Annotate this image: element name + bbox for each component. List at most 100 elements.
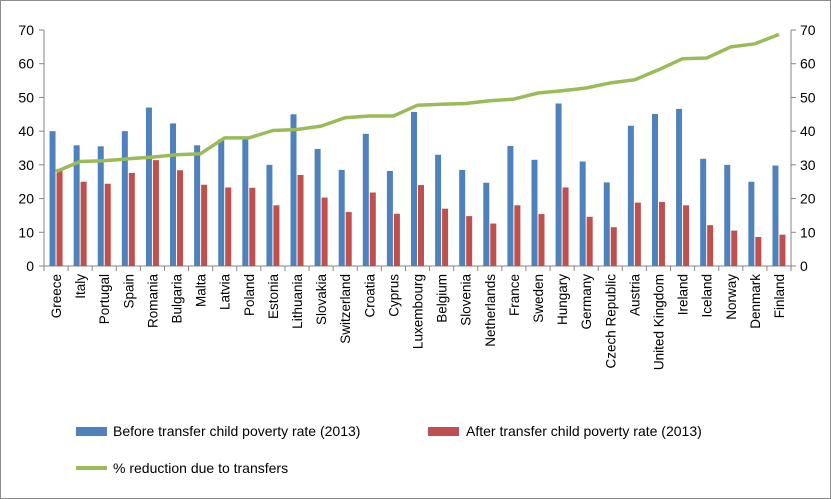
bar-before-transfer: [579, 161, 586, 266]
bar-after-transfer: [610, 227, 617, 266]
bar-before-transfer: [218, 139, 225, 266]
bar-after-transfer: [393, 213, 400, 266]
bar-after-transfer: [418, 185, 424, 266]
bar-after-transfer: [104, 183, 111, 266]
bar-after-transfer: [56, 168, 63, 266]
bar-before-transfer: [338, 169, 345, 266]
bar-after-transfer: [683, 205, 690, 266]
y-tick-label-right: 50: [800, 89, 816, 105]
bar-after-transfer: [562, 187, 569, 266]
category-label: Cyprus: [386, 274, 401, 317]
bar-before-transfer: [700, 158, 707, 266]
tick-labels: 0 0 10 10 20 20 30 30 40 40 50 50 60 60 70 70: [18, 22, 815, 274]
bar-before-transfer: [772, 165, 779, 266]
bar-after-transfer: [779, 234, 786, 266]
bar-after-transfer: [755, 237, 762, 266]
bar-after-transfer: [538, 214, 545, 266]
category-label: France: [507, 274, 522, 316]
bar-before-transfer: [266, 164, 273, 266]
category-label: Austria: [627, 274, 642, 317]
line-reduction-due-to-transfers: [55, 32, 780, 174]
category-label: Lithuania: [290, 274, 305, 329]
axes: [39, 29, 796, 271]
bar-after-transfer: [586, 216, 593, 266]
y-tick-label-right: 10: [800, 224, 816, 240]
bar-before-transfer: [386, 170, 393, 266]
y-tick-label-right: 60: [800, 56, 816, 72]
category-label: Norway: [724, 274, 739, 320]
bar-before-transfer: [676, 108, 683, 267]
category-label: Luxembourg: [411, 274, 426, 349]
bar-before-transfer: [49, 131, 56, 266]
category-label: Czech Republic: [603, 274, 618, 369]
bar-before-transfer: [314, 149, 321, 266]
category-label: Ireland: [676, 274, 691, 315]
y-tick-label-left: 20: [18, 191, 34, 207]
category-label: Denmark: [748, 274, 763, 329]
bar-before-transfer: [411, 111, 417, 266]
bar-before-transfer: [748, 181, 755, 266]
bar-before-transfer: [459, 169, 466, 266]
category-label: Latvia: [218, 274, 233, 311]
bar-after-transfer: [731, 230, 738, 266]
bar-after-transfer: [152, 160, 159, 266]
legend-label-after: After transfer child poverty rate (2013): [466, 423, 702, 439]
bar-after-transfer: [490, 223, 497, 266]
bar-after-transfer: [658, 201, 665, 266]
category-label: United Kingdom: [651, 274, 666, 370]
bar-before-transfer: [435, 154, 442, 266]
category-label: Sweden: [531, 274, 546, 323]
y-tick-label-left: 50: [18, 89, 34, 105]
y-tick-label-left: 70: [18, 22, 34, 38]
legend-label-reduction: % reduction due to transfers: [113, 460, 288, 476]
category-label: Switzerland: [338, 274, 353, 344]
bar-before-transfer: [603, 182, 610, 266]
y-tick-label-left: 30: [18, 157, 34, 173]
category-label: Estonia: [266, 274, 281, 320]
bar-after-transfer: [177, 170, 184, 266]
y-tick-label-right: 30: [800, 157, 816, 173]
category-label: Iceland: [700, 274, 715, 318]
y-tick-label-left: 60: [18, 56, 34, 72]
category-label: Croatia: [362, 274, 377, 318]
legend-swatch-after: [428, 427, 459, 436]
bar-after-transfer: [345, 212, 352, 266]
bar-after-transfer: [707, 225, 714, 266]
y-tick-label-right: 0: [800, 258, 808, 274]
bar-before-transfer: [555, 103, 562, 266]
category-label: Portugal: [97, 274, 112, 324]
y-tick-label-right: 40: [800, 123, 816, 139]
bars: [49, 103, 786, 267]
bar-before-transfer: [73, 145, 80, 266]
category-label: Spain: [121, 274, 136, 309]
bar-before-transfer: [651, 113, 658, 266]
category-label: Belgium: [435, 274, 450, 323]
legend-swatch-before: [76, 427, 107, 436]
category-label: Greece: [49, 274, 64, 318]
bar-after-transfer: [225, 187, 232, 266]
bar-before-transfer: [627, 125, 634, 267]
bar-before-transfer: [97, 146, 104, 266]
bar-before-transfer: [242, 137, 249, 266]
category-label: Slovenia: [459, 274, 474, 326]
bar-after-transfer: [80, 181, 87, 266]
bar-before-transfer: [531, 159, 538, 266]
category-label: Romania: [145, 274, 160, 329]
category-labels: Greece Italy Portugal Spain Romania Bulgaria M…: [49, 274, 787, 371]
y-tick-label-left: 40: [18, 123, 34, 139]
bar-before-transfer: [507, 145, 514, 266]
y-tick-label-right: 70: [800, 22, 816, 38]
bar-before-transfer: [362, 133, 369, 266]
bar-before-transfer: [724, 164, 731, 266]
category-label: Italy: [73, 274, 88, 299]
bar-after-transfer: [128, 172, 135, 266]
category-label: Finland: [772, 274, 787, 318]
category-label: Netherlands: [483, 274, 498, 347]
legend-label-before: Before transfer child poverty rate (2013…: [113, 423, 360, 439]
bar-after-transfer: [514, 205, 521, 266]
bar-before-transfer: [290, 114, 297, 267]
bar-before-transfer: [145, 107, 152, 267]
bar-after-transfer: [249, 187, 256, 266]
